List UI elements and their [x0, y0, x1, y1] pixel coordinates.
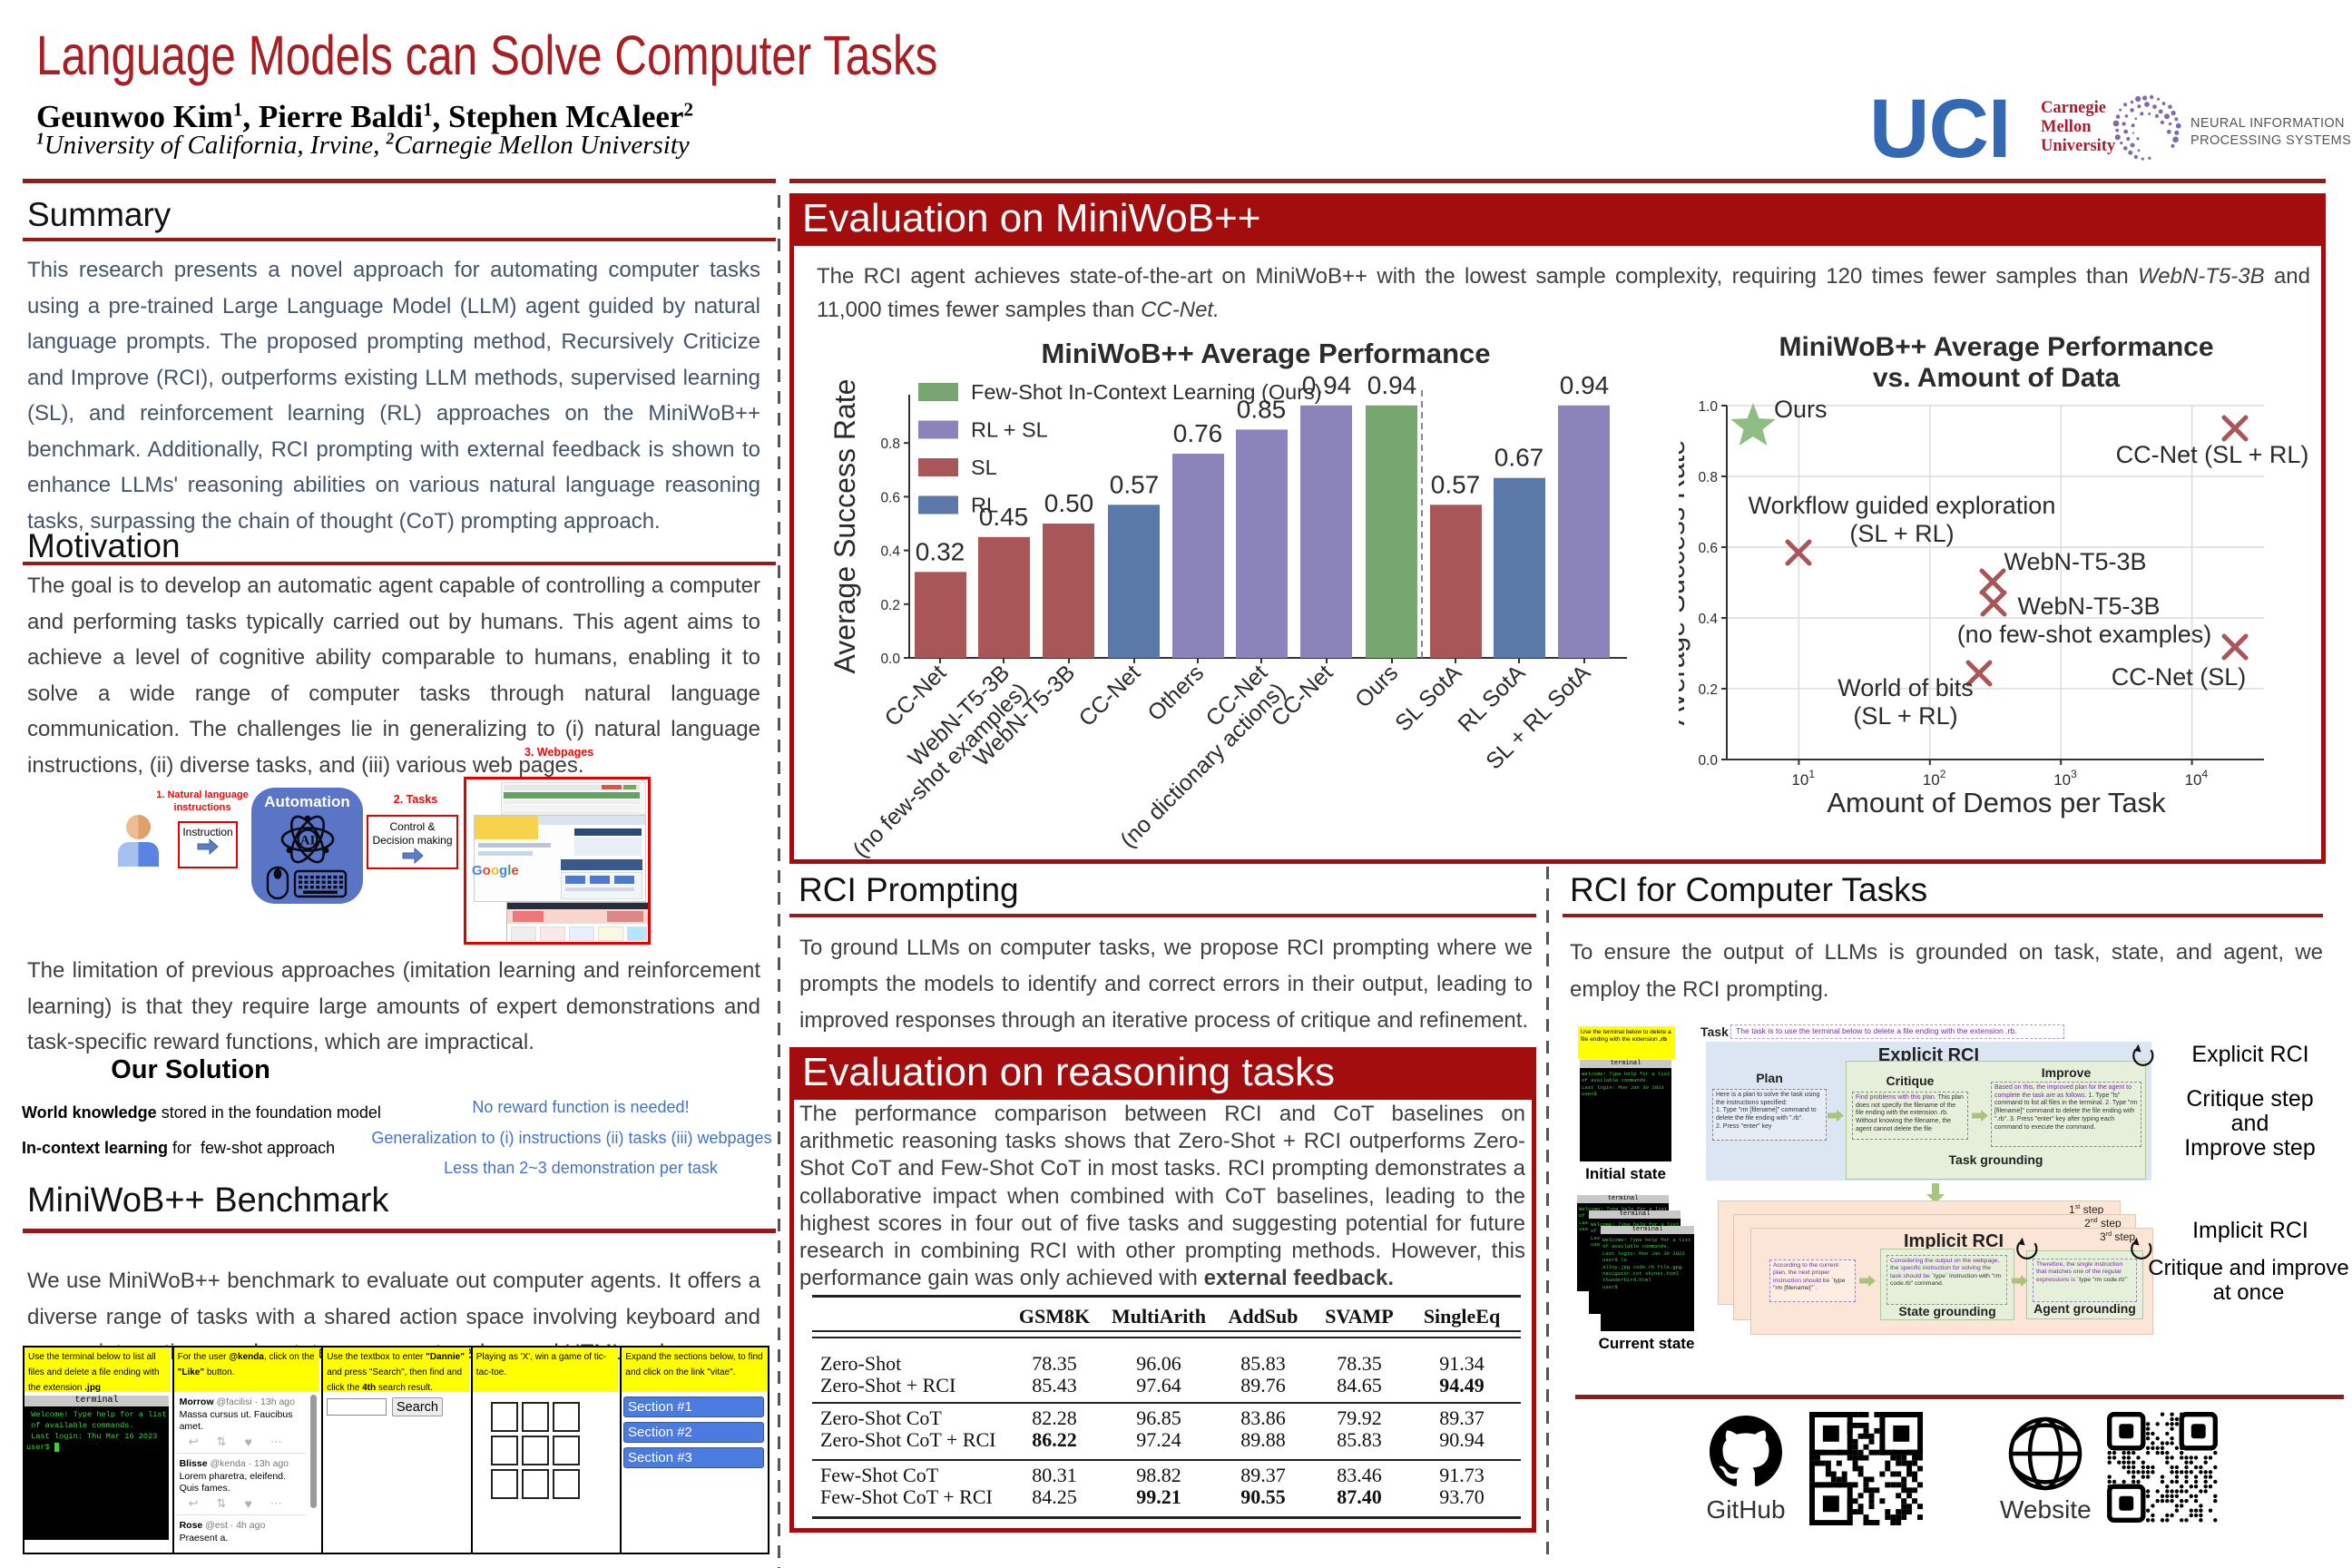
svg-text:0.67: 0.67: [1494, 444, 1544, 472]
svg-text:RL: RL: [971, 494, 998, 517]
svg-text:104: 104: [2185, 768, 2209, 789]
svg-text:SL SotA: SL SotA: [1390, 660, 1466, 736]
svg-text:0.6: 0.6: [1698, 541, 1718, 556]
svg-text:AI: AI: [300, 834, 316, 848]
svg-text:0.6: 0.6: [880, 490, 900, 505]
svg-text:(no few-shot examples): (no few-shot examples): [848, 678, 1034, 863]
svg-text:0.0: 0.0: [1698, 753, 1718, 769]
svg-text:Average Success Rate: Average Success Rate: [1679, 440, 1690, 726]
svg-text:CC-Net (SL + RL): CC-Net (SL + RL): [2116, 441, 2309, 468]
svg-text:Ours: Ours: [1350, 660, 1403, 712]
svg-text:Average Success Rate: Average Success Rate: [828, 379, 861, 674]
svg-text:(no few-shot examples): (no few-shot examples): [1957, 621, 2212, 648]
svg-text:0.57: 0.57: [1431, 470, 1481, 498]
svg-text:101: 101: [1791, 768, 1815, 789]
svg-text:0.8: 0.8: [880, 436, 900, 452]
svg-text:MiniWoB++ Average Performance: MiniWoB++ Average Performance: [1041, 340, 1490, 369]
svg-text:Ours: Ours: [1774, 396, 1828, 423]
svg-text:Amount of Demos per Task: Amount of Demos per Task: [1827, 787, 2166, 818]
svg-text:0.4: 0.4: [880, 544, 900, 560]
svg-text:SL: SL: [971, 456, 997, 479]
svg-text:RL + SL: RL + SL: [971, 418, 1048, 442]
svg-text:WebN-T5-3B: WebN-T5-3B: [2004, 548, 2146, 575]
svg-text:0.45: 0.45: [979, 503, 1029, 531]
svg-text:0.2: 0.2: [880, 598, 900, 613]
svg-text:0.94: 0.94: [1560, 371, 1610, 399]
svg-text:0.4: 0.4: [1698, 612, 1718, 627]
svg-text:0.8: 0.8: [1698, 470, 1718, 485]
svg-text:103: 103: [2053, 768, 2077, 789]
svg-text:0.85: 0.85: [1237, 395, 1287, 423]
svg-text:CC-Net: CC-Net: [1074, 660, 1146, 731]
svg-text:vs. Amount of Data: vs. Amount of Data: [1873, 363, 2121, 393]
svg-text:0.32: 0.32: [916, 537, 965, 565]
svg-text:Others: Others: [1142, 660, 1209, 726]
svg-text:(SL + RL): (SL + RL): [1853, 702, 1957, 730]
svg-text:World of bits: World of bits: [1838, 674, 1974, 701]
svg-text:CC-Net (SL): CC-Net (SL): [2112, 663, 2247, 691]
svg-text:0.94: 0.94: [1302, 371, 1352, 399]
svg-text:0.57: 0.57: [1110, 470, 1160, 498]
svg-text:102: 102: [1923, 768, 1946, 789]
svg-text:MiniWoB++ Average Performance: MiniWoB++ Average Performance: [1779, 336, 2213, 362]
svg-text:(no dictionary actions): (no dictionary actions): [1115, 678, 1290, 853]
svg-text:0.2: 0.2: [1698, 682, 1718, 698]
svg-text:0.0: 0.0: [880, 652, 900, 667]
svg-text:WebN-T5-3B: WebN-T5-3B: [2017, 593, 2160, 620]
svg-text:(SL + RL): (SL + RL): [1849, 520, 1954, 547]
svg-text:0.76: 0.76: [1173, 419, 1223, 447]
svg-text:0.94: 0.94: [1367, 371, 1417, 399]
svg-text:Workflow guided exploration: Workflow guided exploration: [1749, 492, 2056, 519]
svg-text:1.0: 1.0: [1698, 399, 1718, 415]
svg-text:0.50: 0.50: [1044, 489, 1094, 517]
svg-text:Few-Shot In-Context Learning (: Few-Shot In-Context Learning (Ours): [971, 380, 1322, 404]
